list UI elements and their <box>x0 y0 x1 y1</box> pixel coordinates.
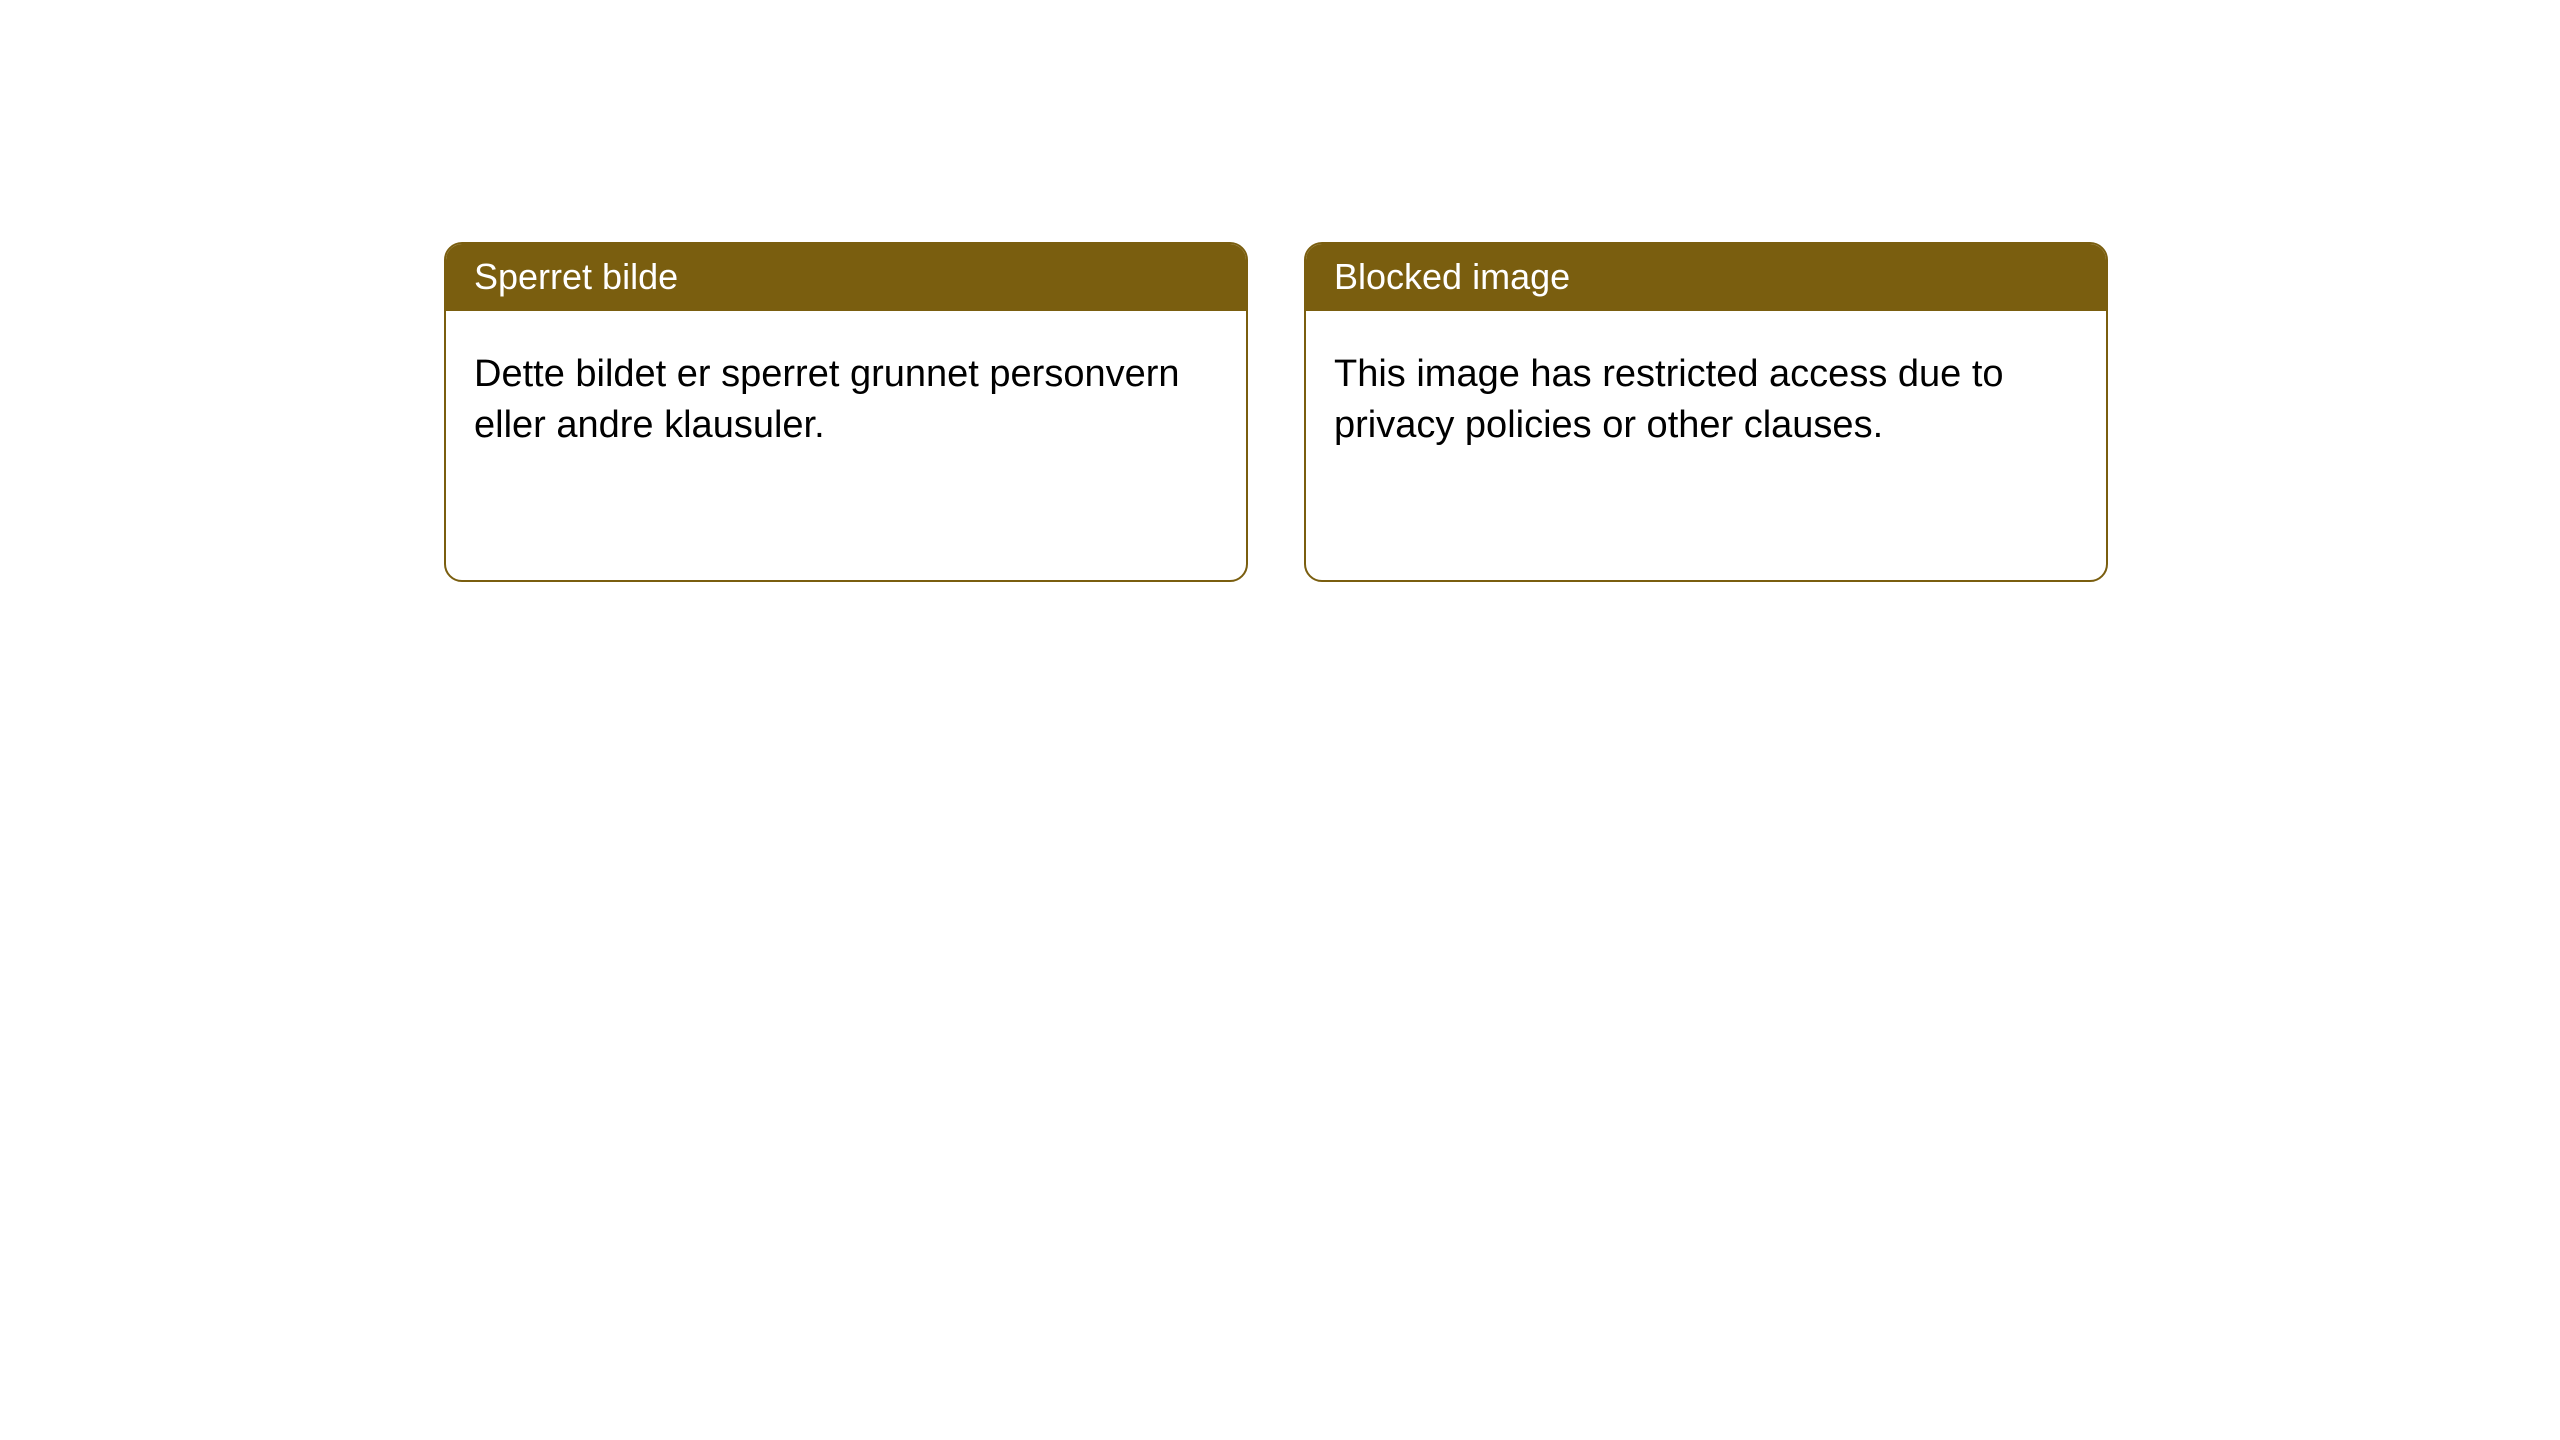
notice-body: This image has restricted access due to … <box>1306 311 2106 490</box>
notice-text: Dette bildet er sperret grunnet personve… <box>474 353 1180 446</box>
notice-title: Sperret bilde <box>474 256 678 297</box>
notices-container: Sperret bilde Dette bildet er sperret gr… <box>444 242 2108 582</box>
notice-title: Blocked image <box>1334 256 1570 297</box>
notice-box-norwegian: Sperret bilde Dette bildet er sperret gr… <box>444 242 1248 582</box>
notice-box-english: Blocked image This image has restricted … <box>1304 242 2108 582</box>
notice-header: Sperret bilde <box>446 244 1246 311</box>
notice-body: Dette bildet er sperret grunnet personve… <box>446 311 1246 490</box>
notice-header: Blocked image <box>1306 244 2106 311</box>
notice-text: This image has restricted access due to … <box>1334 353 2004 446</box>
